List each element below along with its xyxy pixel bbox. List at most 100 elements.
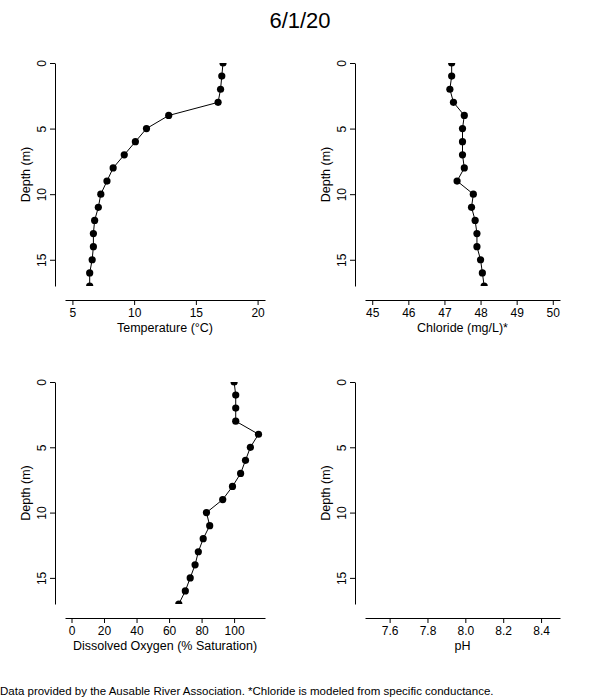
x-tick-label: 100 — [225, 624, 245, 638]
y-tick: 0 — [35, 379, 55, 386]
y-tick-mark — [50, 513, 55, 514]
y-axis-line — [55, 64, 56, 287]
x-tick-label: 50 — [547, 306, 561, 320]
y-tick: 15 — [35, 253, 55, 267]
y-tick-label: 10 — [35, 188, 49, 202]
y-tick: 10 — [35, 506, 55, 520]
x-axis-title: Temperature (°C) — [117, 321, 213, 335]
y-tick-mark — [50, 578, 55, 579]
x-tick-mark — [390, 618, 391, 623]
profile-point — [95, 204, 102, 211]
y-tick-label: 10 — [335, 506, 349, 520]
profile-point — [237, 470, 244, 477]
y-tick-label: 5 — [335, 125, 349, 132]
profile-point — [231, 382, 238, 386]
panel: 020406080100051015Dissolved Oxygen (% Sa… — [19, 378, 266, 653]
profile-point — [214, 99, 221, 106]
profile-point — [459, 151, 466, 158]
x-tick: 8.4 — [533, 618, 550, 638]
panel: 454647484950051015Chloride (mg/L)*Depth … — [319, 59, 561, 335]
x-tick-mark — [553, 300, 554, 305]
y-tick-mark — [50, 260, 55, 261]
x-tick: 0 — [69, 618, 76, 638]
profile-point — [472, 217, 479, 224]
profile-point — [242, 457, 249, 464]
x-tick: 47 — [438, 300, 452, 320]
x-axis-line — [366, 300, 561, 301]
y-axis-title: Depth (m) — [319, 147, 333, 203]
x-tick-mark — [169, 618, 170, 623]
y-tick-mark — [50, 194, 55, 195]
profile-point — [453, 177, 460, 184]
profile-point — [103, 177, 110, 184]
panel: 5101520051015Temperature (°C)Depth (m) — [19, 59, 266, 335]
profile-point — [218, 73, 225, 80]
y-tick-mark — [50, 382, 55, 383]
x-axis: 020406080100 — [66, 618, 266, 638]
profile-point — [206, 522, 213, 529]
x-tick: 80 — [195, 618, 209, 638]
profile-point — [86, 282, 93, 286]
profile-point — [247, 444, 254, 451]
x-tick-mark — [134, 300, 135, 305]
x-axis: 7.67.88.08.28.4 — [366, 618, 561, 638]
profile-point — [470, 191, 477, 198]
y-tick: 15 — [35, 571, 55, 585]
y-tick-mark — [350, 129, 355, 130]
x-axis-title: pH — [455, 639, 471, 653]
y-axis: 0 5 10 15 — [35, 379, 56, 605]
x-axis-title: Dissolved Oxygen (% Saturation) — [73, 639, 257, 653]
y-tick: 10 — [335, 506, 355, 520]
x-tick-label: 0 — [69, 624, 76, 638]
y-tick: 10 — [35, 188, 55, 202]
x-tick: 49 — [510, 300, 524, 320]
y-axis: 051015 — [335, 379, 356, 605]
profile-point — [90, 230, 97, 237]
y-tick: 0 — [335, 379, 355, 386]
x-tick-label: 48 — [474, 306, 488, 320]
x-tick: 40 — [130, 618, 144, 638]
x-tick-mark — [196, 300, 197, 305]
x-axis: 5101520 — [66, 300, 266, 320]
profile-point — [450, 99, 457, 106]
title: 6/1/20 — [269, 8, 330, 33]
x-tick-mark — [408, 300, 409, 305]
y-tick-mark — [350, 194, 355, 195]
y-tick-label: 5 — [335, 444, 349, 451]
y-tick: 5 — [335, 125, 355, 132]
profile-point — [217, 86, 224, 93]
y-tick-mark — [350, 578, 355, 579]
x-tick: 20 — [251, 300, 265, 320]
x-tick: 100 — [225, 618, 245, 638]
x-axis-title: Chloride (mg/L)* — [417, 321, 508, 335]
profile-point — [187, 574, 194, 581]
x-tick-mark — [72, 618, 73, 623]
x-axis-line — [366, 618, 561, 619]
profile-point — [481, 282, 488, 286]
x-tick-mark — [104, 618, 105, 623]
profile-point — [229, 483, 236, 490]
x-tick-mark — [444, 300, 445, 305]
figure: 6/1/20Data provided by the Ausable River… — [0, 0, 600, 700]
x-tick-label: 45 — [366, 306, 380, 320]
y-tick-mark — [50, 63, 55, 64]
x-tick-label: 20 — [251, 306, 265, 320]
x-tick-mark — [541, 618, 542, 623]
profile-point — [110, 164, 117, 171]
profile-point — [473, 243, 480, 250]
y-tick: 5 — [335, 444, 355, 451]
profile-point — [461, 164, 468, 171]
y-tick: 5 — [35, 444, 55, 451]
y-axis-title: Depth (m) — [19, 147, 33, 203]
profile-point — [232, 391, 239, 398]
x-tick-mark — [72, 300, 73, 305]
y-axis-title: Depth (m) — [19, 465, 33, 521]
x-tick-label: 80 — [195, 624, 209, 638]
profile-line — [179, 382, 259, 604]
profile-point — [191, 561, 198, 568]
x-tick-mark — [503, 618, 504, 623]
profile-point — [459, 138, 466, 145]
profile-point — [232, 418, 239, 425]
x-tick-mark — [234, 618, 235, 623]
x-tick: 8.0 — [457, 618, 474, 638]
